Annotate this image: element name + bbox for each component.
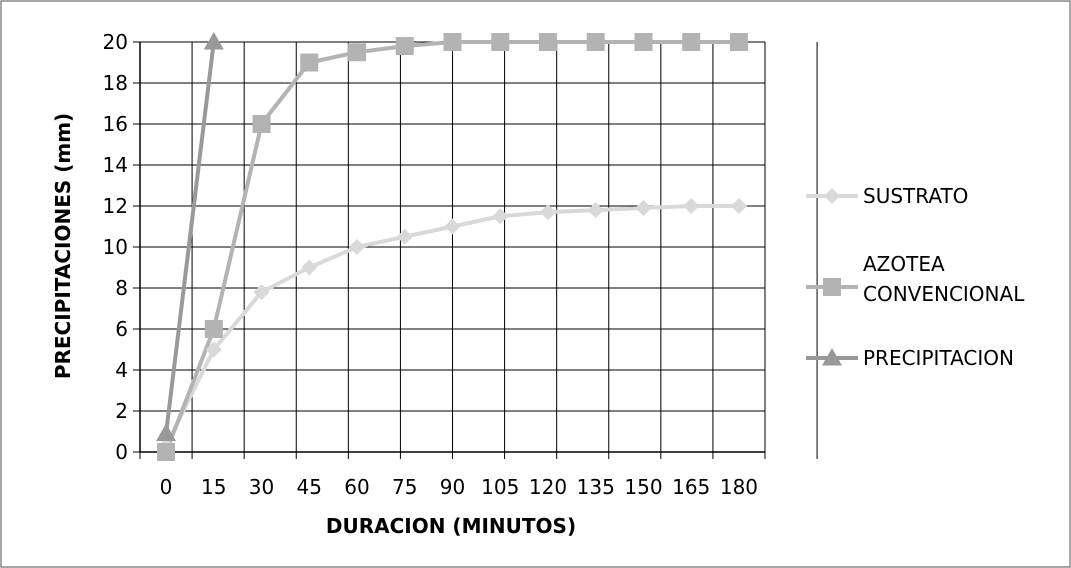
- azotea-convencional-marker: [586, 33, 605, 51]
- y-tick-label: 14: [103, 153, 128, 177]
- y-tick-label: 16: [103, 112, 128, 136]
- legend-precipitacion-label: PRECIPITACION: [863, 346, 1014, 370]
- azotea-convencional-marker: [348, 43, 367, 62]
- x-tick-label: 15: [201, 475, 226, 499]
- axes: [133, 41, 818, 459]
- azotea-convencional-marker: [204, 320, 223, 338]
- sustrato-marker: [730, 198, 747, 214]
- sustrato-marker: [587, 202, 604, 219]
- x-tick-label: 165: [672, 475, 710, 499]
- precipitacion-marker: [203, 32, 224, 50]
- y-tick-label: 18: [103, 71, 128, 95]
- sustrato-marker: [492, 208, 509, 225]
- y-tick-label: 6: [115, 317, 128, 341]
- x-tick-label: 60: [344, 475, 369, 499]
- x-tick-label: 0: [160, 475, 173, 499]
- sustrato-marker: [253, 284, 270, 301]
- x-tick-label: 75: [392, 475, 417, 499]
- legend-azotea-convencional-label: AZOTEA CONVENCIONAL: [863, 252, 1025, 306]
- legend-sustrato-marker: [824, 188, 840, 204]
- tick-labels: 0 2 4 6 8 10 12 14 16 18 20 0 15 30 45 60 75 90 105 120 135 1…: [103, 30, 759, 499]
- sustrato-marker: [301, 259, 318, 276]
- y-tick-label: 4: [115, 358, 128, 382]
- series-markers: [156, 32, 748, 461]
- sustrato-marker: [444, 218, 461, 235]
- y-axis-title: PRECIPITACIONES (mm): [51, 113, 75, 379]
- legend-label-line: CONVENCIONAL: [863, 282, 1025, 306]
- y-tick-label: 10: [103, 235, 128, 259]
- azotea-convencional-marker: [491, 33, 510, 51]
- azotea-convencional-marker: [729, 33, 748, 51]
- y-tick-label: 8: [115, 276, 128, 300]
- azotea-convencional-marker: [395, 37, 414, 56]
- azotea-convencional-marker: [157, 443, 176, 461]
- azotea-convencional-marker: [300, 53, 319, 72]
- x-tick-label: 90: [440, 475, 465, 499]
- azotea-convencional-marker: [634, 33, 653, 51]
- x-tick-label: 180: [720, 475, 758, 499]
- azotea-convencional-marker: [252, 115, 271, 133]
- sustrato-marker: [635, 200, 652, 217]
- y-tick-label: 12: [103, 194, 128, 218]
- sustrato-marker: [396, 228, 413, 245]
- sustrato-marker: [683, 198, 700, 214]
- legend-label-line: SUSTRATO: [863, 184, 968, 208]
- legend-label-line: PRECIPITACION: [863, 346, 1014, 370]
- legend: SUSTRATO AZOTEA CONVENCIONAL PRECIPITACION: [806, 184, 1025, 370]
- legend-sustrato-label: SUSTRATO: [863, 184, 968, 208]
- sustrato-marker: [205, 341, 222, 358]
- y-tick-label: 0: [115, 440, 128, 464]
- sustrato-marker: [349, 239, 366, 255]
- x-tick-label: 135: [577, 475, 615, 499]
- x-tick-label: 30: [249, 475, 274, 499]
- precipitacion-line: [164, 41, 216, 434]
- x-tick-label: 105: [481, 475, 519, 499]
- x-axis-title: DURACION (MINUTOS): [326, 514, 576, 538]
- y-tick-label: 2: [115, 399, 128, 423]
- azotea-convencional-marker: [443, 33, 462, 51]
- legend-precipitacion-marker: [822, 348, 842, 366]
- azotea-convencional-marker: [538, 33, 557, 51]
- x-tick-label: 120: [529, 475, 567, 499]
- azotea-convencional-marker: [682, 33, 701, 51]
- y-tick-label: 20: [103, 30, 128, 54]
- sustrato-marker: [539, 204, 556, 221]
- legend-azotea-convencional-marker: [823, 278, 841, 296]
- legend-label-line: AZOTEA: [863, 252, 945, 276]
- x-tick-label: 150: [624, 475, 662, 499]
- precipitacion-marker: [156, 423, 177, 442]
- x-tick-label: 45: [297, 475, 322, 499]
